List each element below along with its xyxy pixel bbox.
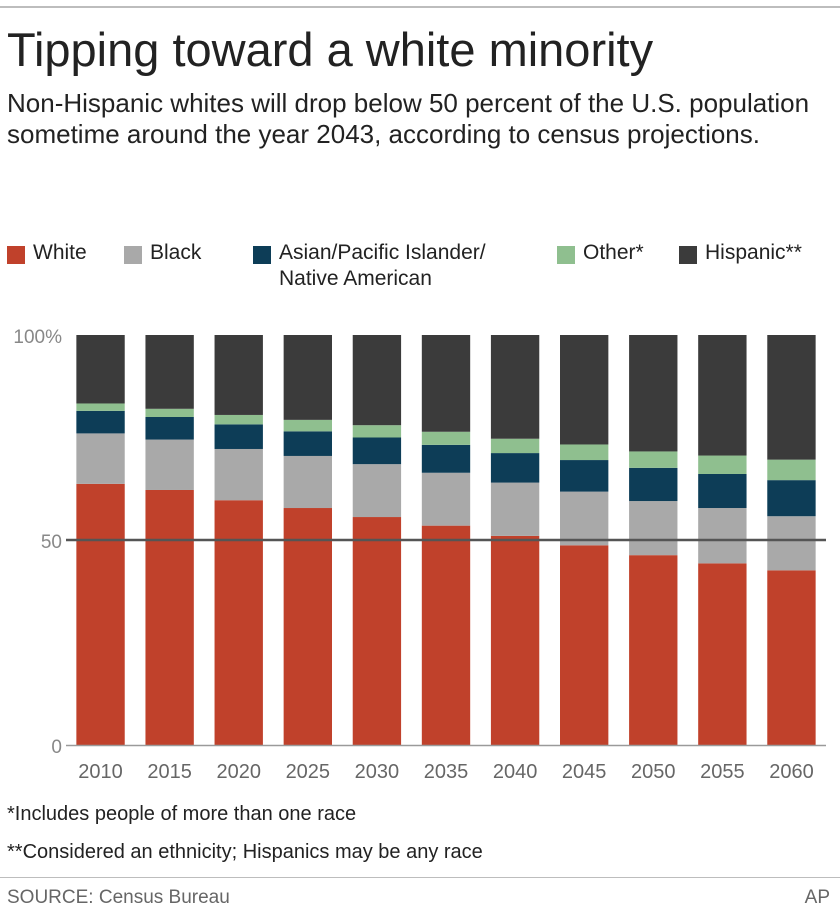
x-tick-label: 2010 — [78, 761, 123, 783]
x-tick-label: 2025 — [286, 761, 331, 783]
bar-segment-other-2015 — [145, 408, 194, 417]
x-tick-label: 2030 — [355, 761, 400, 783]
bar-segment-other-2050 — [629, 451, 678, 468]
bar-segment-asian-pacific-islander-native-american-2040 — [490, 453, 540, 483]
bar-segment-black-2025 — [283, 455, 332, 509]
footnote-hispanic: **Considered an ethnicity; Hispanics may… — [7, 841, 483, 863]
bar-segment-black-2030 — [352, 464, 402, 518]
legend-item-hispanic: Hispanic** — [679, 240, 802, 266]
bar-segment-black-2060 — [767, 516, 816, 571]
y-tick-label: 100% — [13, 327, 62, 348]
bar-segment-asian-pacific-islander-native-american-2055 — [698, 473, 747, 509]
bar-segment-white-2045 — [560, 545, 609, 745]
bar-segment-black-2040 — [490, 482, 540, 536]
x-tick-label: 2060 — [769, 761, 814, 783]
legend-label-asian-line2: Native American — [279, 267, 432, 290]
bar-segment-white-2010 — [76, 483, 125, 745]
bar-segment-black-2015 — [145, 439, 194, 490]
legend-item-black: Black — [124, 240, 201, 266]
top-rule — [0, 6, 840, 8]
chart-subtitle: Non-Hispanic whites will drop below 50 p… — [7, 88, 810, 149]
bar-segment-other-2035 — [421, 431, 471, 445]
bar-segment-black-2055 — [698, 508, 747, 564]
legend-label-white: White — [33, 241, 87, 264]
bar-segment-hispanic-2025 — [283, 335, 332, 420]
x-tick-label: 2020 — [216, 761, 261, 783]
legend-swatch-black — [124, 246, 142, 264]
bar-segment-hispanic-2045 — [560, 335, 609, 445]
chart-title: Tipping toward a white minority — [7, 23, 654, 76]
bar-segment-hispanic-2035 — [421, 335, 471, 432]
x-tick-label: 2045 — [562, 761, 607, 783]
bar-segment-hispanic-2060 — [767, 335, 816, 460]
bottom-rule — [0, 877, 840, 878]
bar-segment-asian-pacific-islander-native-american-2050 — [629, 467, 678, 502]
bar-segment-other-2045 — [560, 444, 609, 461]
bar-segment-hispanic-2050 — [629, 335, 678, 452]
bar-segment-asian-pacific-islander-native-american-2035 — [421, 444, 471, 473]
bar-segment-black-2010 — [76, 433, 125, 484]
bar-segment-other-2020 — [214, 414, 263, 425]
x-tick-label: 2050 — [631, 761, 676, 783]
bar-segment-other-2040 — [490, 438, 540, 454]
bar-segment-white-2055 — [698, 563, 747, 745]
bar-segment-hispanic-2055 — [698, 335, 747, 456]
bar-segment-white-2060 — [767, 570, 816, 745]
y-tick-label: 50 — [41, 532, 62, 553]
bar-segment-black-2045 — [560, 491, 609, 546]
bar-segment-hispanic-2040 — [490, 335, 540, 439]
credit-text: AP — [804, 887, 830, 908]
legend-item-other: Other* — [557, 240, 644, 266]
legend-label-black: Black — [150, 241, 202, 264]
bar-segment-black-2050 — [629, 501, 678, 556]
legend-swatch-asian — [253, 246, 271, 264]
legend-label-hispanic: Hispanic** — [705, 241, 802, 264]
bar-segment-white-2035 — [421, 525, 471, 745]
legend-label-other: Other* — [583, 241, 644, 264]
bar-segment-white-2050 — [629, 555, 678, 745]
footnote-other: *Includes people of more than one race — [7, 803, 357, 825]
legend-label-asian-line1: Asian/Pacific Islander/ — [279, 241, 486, 264]
bar-segment-asian-pacific-islander-native-american-2045 — [560, 460, 609, 492]
x-tick-label: 2055 — [700, 761, 745, 783]
bar-segment-white-2040 — [490, 535, 540, 745]
bar-segment-black-2035 — [421, 472, 471, 526]
bar-segment-other-2060 — [767, 459, 816, 481]
bar-segment-other-2030 — [352, 425, 402, 438]
bar-segment-asian-pacific-islander-native-american-2025 — [283, 431, 332, 456]
legend-item-asian: Asian/Pacific Islander/ Native American — [253, 240, 486, 292]
legend-swatch-hispanic — [679, 246, 697, 264]
legend-swatch-other — [557, 246, 575, 264]
source-text: SOURCE: Census Bureau — [7, 887, 230, 908]
bar-segment-black-2020 — [214, 448, 263, 501]
stacked-bar-chart: 0 50 100% 2010 2015 2020 2025 2030 2035 2040 2045 2… — [13, 327, 826, 783]
bar-segment-other-2025 — [283, 419, 332, 432]
bar-segment-hispanic-2010 — [76, 335, 125, 404]
bar-segment-asian-pacific-islander-native-american-2030 — [352, 437, 402, 465]
bar-segment-hispanic-2020 — [214, 335, 263, 415]
bar-segment-white-2015 — [145, 489, 194, 745]
bar-segment-white-2030 — [352, 517, 402, 745]
legend: White Black Asian/Pacific Islander/ Nati… — [0, 240, 840, 300]
x-tick-label: 2040 — [493, 761, 538, 783]
bar-segment-white-2025 — [283, 508, 332, 745]
bar-segment-asian-pacific-islander-native-american-2060 — [767, 480, 816, 517]
bar-segment-other-2010 — [76, 403, 125, 411]
bar-segment-white-2020 — [214, 500, 263, 745]
bar-segment-hispanic-2015 — [145, 335, 194, 409]
bar-segment-asian-pacific-islander-native-american-2020 — [214, 424, 263, 449]
bar-segment-other-2055 — [698, 455, 747, 474]
bar-segment-asian-pacific-islander-native-american-2015 — [145, 417, 194, 440]
legend-label-asian: Asian/Pacific Islander/ Native American — [279, 240, 486, 292]
x-tick-label: 2015 — [147, 761, 192, 783]
bar-segment-hispanic-2030 — [352, 335, 402, 426]
y-tick-label: 0 — [51, 737, 62, 758]
x-tick-label: 2035 — [424, 761, 469, 783]
legend-swatch-white — [7, 246, 25, 264]
bar-segment-asian-pacific-islander-native-american-2010 — [76, 410, 125, 434]
legend-item-white: White — [7, 240, 87, 266]
